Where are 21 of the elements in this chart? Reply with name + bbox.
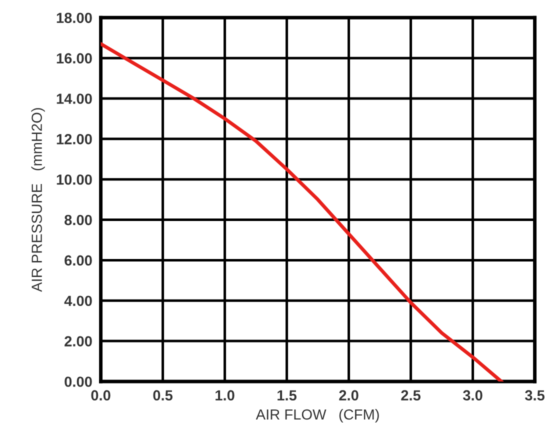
y-tick-label: 16.00 (56, 53, 92, 64)
x-tick-label: 2.5 (401, 390, 421, 401)
y-tick-label: 4.00 (64, 296, 92, 306)
x-tick-label: 1.5 (278, 390, 297, 401)
y-tick-label: 0.00 (64, 376, 92, 387)
y-tick-label: 6.00 (64, 255, 92, 266)
y-tick-label: 10.00 (56, 174, 92, 185)
x-tick-label: 2.0 (339, 390, 358, 401)
x-tick-label: 3.0 (463, 390, 482, 401)
x-tick-label: 0.5 (153, 390, 173, 401)
x-axis-title: AIR FLOW (CFM) (256, 408, 379, 423)
y-axis-title: AIR PRESSURE (mmH2O) (31, 108, 45, 292)
y-tick-label: 14.00 (56, 94, 92, 104)
x-tick-label: 3.5 (525, 390, 545, 401)
y-tick-label: 8.00 (64, 214, 92, 226)
y-tick-label: 12.00 (56, 134, 92, 144)
line-series (100, 42, 504, 382)
y-tick-label: 2.00 (64, 336, 92, 346)
x-tick-label: 0.0 (91, 390, 110, 401)
x-tick-label: 1.0 (216, 390, 234, 401)
y-tick-label: 18.00 (56, 12, 92, 24)
